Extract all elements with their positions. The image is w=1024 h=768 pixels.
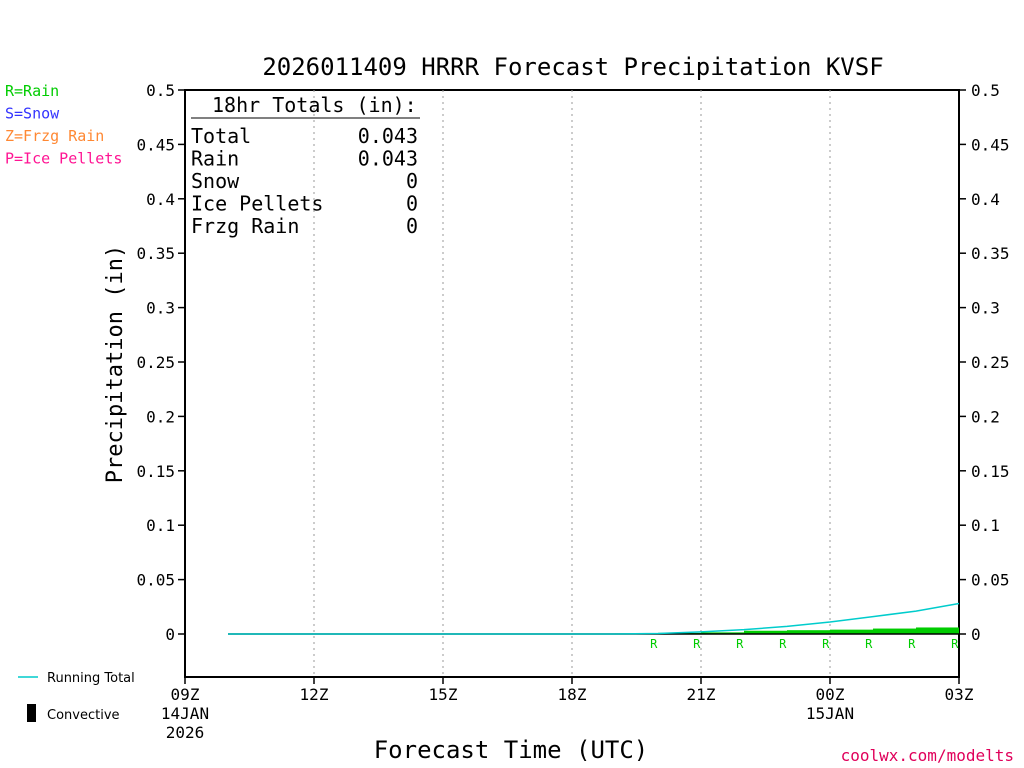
- y-tick-label-right: 0: [971, 625, 981, 644]
- y-tick-label-left: 0.15: [136, 462, 175, 481]
- totals-row-label: Rain: [191, 147, 239, 171]
- totals-row-value: 0: [406, 214, 418, 238]
- x-tick-label: 18Z: [558, 685, 587, 704]
- rain-bar: [701, 632, 744, 634]
- totals-row-value: 0: [406, 169, 418, 193]
- chart-title: 2026011409 HRRR Forecast Precipitation K…: [262, 53, 883, 81]
- x-tick-label: 21Z: [687, 685, 716, 704]
- x-tick-label: 00Z: [816, 685, 845, 704]
- running-total-line: [228, 602, 960, 635]
- ptype-marker-r: R: [736, 637, 744, 651]
- vertical-gridlines: [313, 90, 831, 677]
- x-tick-label: 03Z: [945, 685, 974, 704]
- y-tick-label-right: 0.45: [971, 135, 1010, 154]
- y-tick-label-left: 0.1: [146, 516, 175, 535]
- bottom-legend: Running Total Convective: [18, 671, 135, 723]
- y-axis-ticks: 0 00.05 0.050.1 0.10.15 0.150.2 0.20.25 0.250.…: [136, 81, 1009, 644]
- y-tick-label-left: 0: [165, 625, 175, 644]
- x-axis-label: Forecast Time (UTC): [374, 736, 649, 764]
- y-axis-label: Precipitation (in): [103, 245, 128, 483]
- x-tick-label: 15JAN: [806, 704, 854, 723]
- y-tick-label-right: 0.4: [971, 190, 1000, 209]
- ptype-marker-r: R: [779, 637, 787, 651]
- rain-bar: [830, 629, 873, 634]
- y-tick-label-right: 0.5: [971, 81, 1000, 100]
- y-tick-label-right: 0.15: [971, 462, 1010, 481]
- y-tick-label-left: 0.05: [136, 571, 175, 590]
- x-tick-label: 15Z: [429, 685, 458, 704]
- y-tick-label-left: 0.25: [136, 353, 175, 372]
- totals-box: 18hr Totals (in): Total 0.043 Rain 0.043 Sno…: [191, 93, 420, 238]
- credit-text: coolwx.com/modelts: [841, 746, 1014, 765]
- y-tick-label-right: 0.1: [971, 516, 1000, 535]
- x-tick-label: 09Z: [171, 685, 200, 704]
- convective-legend-label: Convective: [47, 708, 120, 723]
- ptype-marker-r: R: [865, 637, 873, 651]
- x-tick-label: 2026: [166, 723, 205, 742]
- ptype-legend-item: Z=Frzg Rain: [5, 127, 104, 145]
- y-tick-label-left: 0.2: [146, 407, 175, 426]
- x-tick-label: 14JAN: [161, 704, 209, 723]
- convective-legend-swatch: [27, 704, 36, 722]
- ptype-legend-item: S=Snow: [5, 105, 60, 123]
- y-tick-label-left: 0.4: [146, 190, 175, 209]
- ptype-legend: R=Rain S=Snow Z=Frzg Rain P=Ice Pellets: [5, 82, 122, 168]
- y-tick-label-right: 0.35: [971, 244, 1010, 263]
- totals-row-label: Ice Pellets: [191, 192, 323, 216]
- totals-row-label: Frzg Rain: [191, 214, 299, 238]
- y-tick-label-left: 0.3: [146, 299, 175, 318]
- ptype-marker-r: R: [908, 637, 916, 651]
- totals-row-value: 0.043: [358, 124, 418, 148]
- ptype-marker-r: R: [822, 637, 830, 651]
- ptype-marker-r: R: [693, 637, 701, 651]
- ptype-marker-r: R: [951, 637, 959, 651]
- y-tick-label-left: 0.45: [136, 135, 175, 154]
- y-tick-label-left: 0.5: [146, 81, 175, 100]
- totals-header: 18hr Totals (in):: [212, 93, 417, 117]
- rain-bar: [787, 630, 830, 634]
- y-tick-label-right: 0.3: [971, 299, 1000, 318]
- ptype-legend-item: P=Ice Pellets: [5, 150, 122, 168]
- rain-bar: [873, 628, 916, 634]
- y-tick-label-right: 0.25: [971, 353, 1010, 372]
- x-tick-label: 12Z: [300, 685, 329, 704]
- y-tick-label-right: 0.2: [971, 407, 1000, 426]
- totals-row-value: 0.043: [358, 147, 418, 171]
- y-tick-label-right: 0.05: [971, 571, 1010, 590]
- rain-bar: [916, 627, 959, 634]
- ptype-marker-r: R: [650, 637, 658, 651]
- y-tick-label-left: 0.35: [136, 244, 175, 263]
- ptype-legend-item: R=Rain: [5, 82, 59, 100]
- totals-row-label: Total: [191, 124, 251, 148]
- rain-bar: [744, 630, 787, 634]
- totals-row-label: Snow: [191, 169, 240, 193]
- totals-row-value: 0: [406, 192, 418, 216]
- running-total-legend-label: Running Total: [47, 671, 135, 686]
